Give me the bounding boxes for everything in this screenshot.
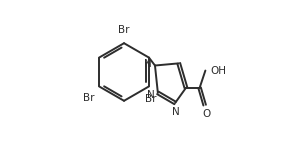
Text: Br: Br bbox=[83, 93, 94, 103]
Text: OH: OH bbox=[210, 66, 226, 76]
Text: Br: Br bbox=[145, 94, 156, 104]
Text: Br: Br bbox=[118, 25, 129, 35]
Text: O: O bbox=[202, 109, 210, 119]
Text: N: N bbox=[144, 59, 151, 69]
Text: N: N bbox=[172, 107, 180, 117]
Text: N: N bbox=[146, 90, 154, 100]
